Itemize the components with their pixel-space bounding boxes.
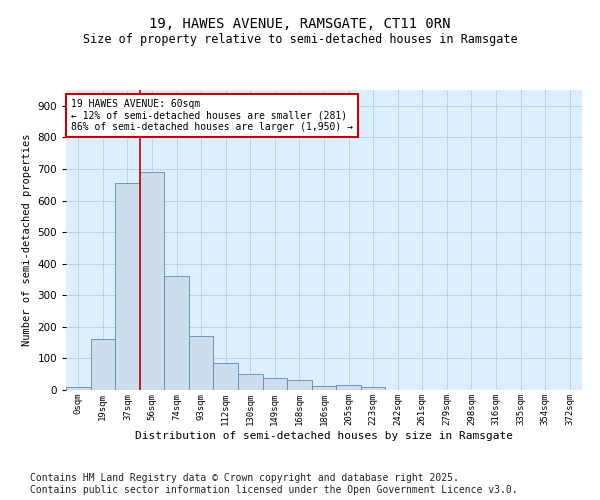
Bar (238, 374, 263, 390)
Bar (287, 380, 312, 390)
X-axis label: Distribution of semi-detached houses by size in Ramsgate: Distribution of semi-detached houses by … (135, 430, 513, 440)
Text: Size of property relative to semi-detached houses in Ramsgate: Size of property relative to semi-detach… (83, 32, 517, 46)
Text: 19 HAWES AVENUE: 60sqm
← 12% of semi-detached houses are smaller (281)
86% of se: 19 HAWES AVENUE: 60sqm ← 12% of semi-det… (71, 99, 353, 132)
Bar (164, 276, 189, 390)
Bar (312, 386, 336, 390)
Bar (91, 340, 115, 390)
Bar (66, 388, 91, 390)
Text: 19, HAWES AVENUE, RAMSGATE, CT11 0RN: 19, HAWES AVENUE, RAMSGATE, CT11 0RN (149, 18, 451, 32)
Bar (214, 362, 238, 390)
Bar (263, 378, 287, 390)
Bar (140, 172, 164, 390)
Bar (115, 183, 140, 390)
Y-axis label: Number of semi-detached properties: Number of semi-detached properties (22, 134, 32, 346)
Bar (361, 387, 385, 390)
Bar (336, 386, 361, 390)
Text: Contains HM Land Registry data © Crown copyright and database right 2025.
Contai: Contains HM Land Registry data © Crown c… (30, 474, 518, 495)
Bar (189, 336, 214, 390)
